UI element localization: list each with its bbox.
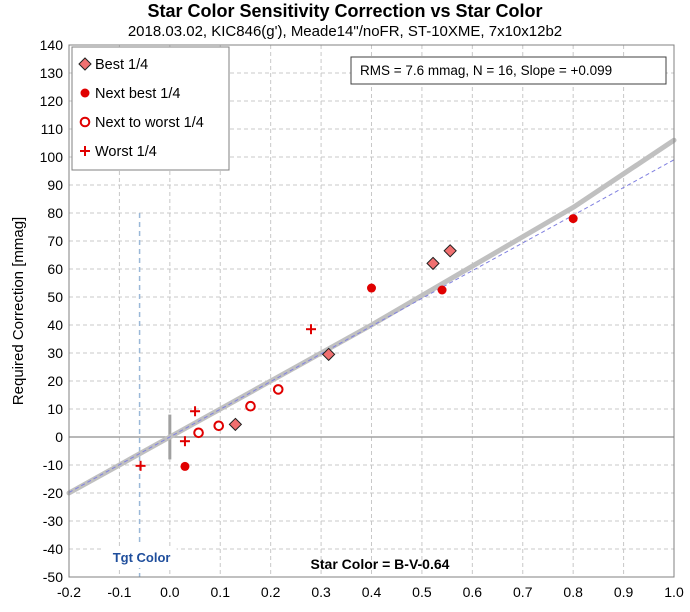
x-tick-label: -0.1 bbox=[107, 584, 131, 600]
legend-label: Worst 1/4 bbox=[95, 144, 157, 160]
target-color-label: Tgt Color bbox=[113, 550, 171, 565]
legend-label: Next to worst 1/4 bbox=[95, 115, 204, 131]
stats-box: RMS = 7.6 mmag, N = 16, Slope = +0.099 bbox=[350, 56, 667, 85]
y-tick-label: 60 bbox=[47, 261, 63, 277]
chart-title: Star Color Sensitivity Correction vs Sta… bbox=[147, 1, 543, 21]
x-tick-label: 0.4 bbox=[362, 584, 382, 600]
x-tick-label: 0.8 bbox=[563, 584, 583, 600]
x-tick-label: 0.5 bbox=[412, 584, 432, 600]
y-tick-label: 100 bbox=[40, 149, 64, 165]
legend-label: Best 1/4 bbox=[95, 57, 148, 73]
y-tick-label: 20 bbox=[47, 373, 63, 389]
x-tick-label: 0.3 bbox=[311, 584, 331, 600]
legend-marker-open-circle bbox=[79, 116, 91, 128]
y-tick-label: 140 bbox=[40, 37, 64, 53]
data-point-diamond bbox=[321, 347, 336, 362]
y-tick-label: 0 bbox=[55, 429, 63, 445]
data-point-open-circle bbox=[245, 400, 256, 412]
data-point-plus bbox=[190, 406, 201, 417]
stats-text: RMS = 7.6 mmag, N = 16, Slope = +0.099 bbox=[360, 63, 612, 78]
x-tick-label: -0.2 bbox=[57, 584, 81, 600]
data-point-diamond bbox=[426, 256, 440, 271]
chart-subtitle: 2018.03.02, KIC846(g'), Meade14"/noFR, S… bbox=[127, 23, 563, 40]
data-point-plus bbox=[306, 324, 316, 335]
y-tick-label: 40 bbox=[47, 317, 63, 333]
data-point-plus bbox=[179, 436, 190, 447]
stats-box-border bbox=[350, 56, 667, 85]
y-tick-label: -30 bbox=[43, 513, 63, 529]
y-tick-label: 130 bbox=[40, 65, 64, 81]
legend-marker-filled-circle bbox=[80, 88, 90, 98]
axis-tick-labels: -0.2 -0.1 0.0 0.1 0.2 0.3 0.4 0.5 0.6 0.7 0.8 0.9 1.… bbox=[40, 37, 684, 600]
y-tick-label: 10 bbox=[47, 401, 63, 417]
y-tick-label: -40 bbox=[43, 541, 63, 557]
data-point-filled-circle bbox=[180, 461, 190, 471]
data-point-open-circle bbox=[193, 427, 204, 439]
data-point-open-circle bbox=[213, 420, 225, 432]
y-tick-label: 120 bbox=[40, 93, 64, 109]
legend-marker-diamond bbox=[78, 57, 92, 71]
data-point-open-circle bbox=[272, 384, 284, 395]
legend-marker-plus bbox=[80, 146, 90, 156]
x-tick-label: 0.7 bbox=[513, 584, 533, 600]
x-tick-label: 0.9 bbox=[614, 584, 634, 600]
data-point-filled-circle bbox=[437, 285, 447, 295]
x-tick-label: 1.0 bbox=[664, 584, 684, 600]
y-tick-label: 50 bbox=[47, 289, 63, 305]
y-tick-label: -50 bbox=[43, 569, 63, 585]
data-points bbox=[135, 214, 578, 471]
y-tick-label: 90 bbox=[47, 177, 63, 193]
data-point-filled-circle bbox=[568, 214, 578, 224]
legend: Best 1/4 Next best 1/4 Next to worst 1/4 Wo… bbox=[71, 46, 230, 171]
data-point-plus bbox=[135, 460, 146, 471]
y-tick-label: 110 bbox=[41, 121, 64, 137]
x-tick-label: 0.1 bbox=[211, 584, 231, 600]
x-axis-label: Star Color = B-V-0.64 bbox=[311, 556, 450, 572]
target-label-background bbox=[103, 546, 177, 568]
data-point-filled-circle bbox=[367, 283, 376, 293]
data-point-diamond bbox=[443, 244, 457, 258]
y-tick-label: 70 bbox=[47, 233, 63, 249]
y-tick-label: 30 bbox=[47, 345, 63, 361]
data-point-diamond bbox=[228, 417, 243, 432]
y-tick-label: -10 bbox=[43, 457, 63, 473]
legend-label: Next best 1/4 bbox=[95, 86, 180, 102]
target-color-marker: Tgt Color bbox=[103, 213, 177, 577]
x-tick-label: 0.6 bbox=[463, 584, 483, 600]
y-axis-label: Required Correction [mmag] bbox=[10, 217, 27, 405]
x-tick-label: 0.2 bbox=[261, 584, 281, 600]
plot-border bbox=[68, 44, 675, 578]
x-tick-label: 0.0 bbox=[160, 584, 180, 600]
legend-box bbox=[71, 46, 230, 171]
y-tick-label: -20 bbox=[43, 485, 63, 501]
y-tick-label: 80 bbox=[47, 205, 63, 221]
